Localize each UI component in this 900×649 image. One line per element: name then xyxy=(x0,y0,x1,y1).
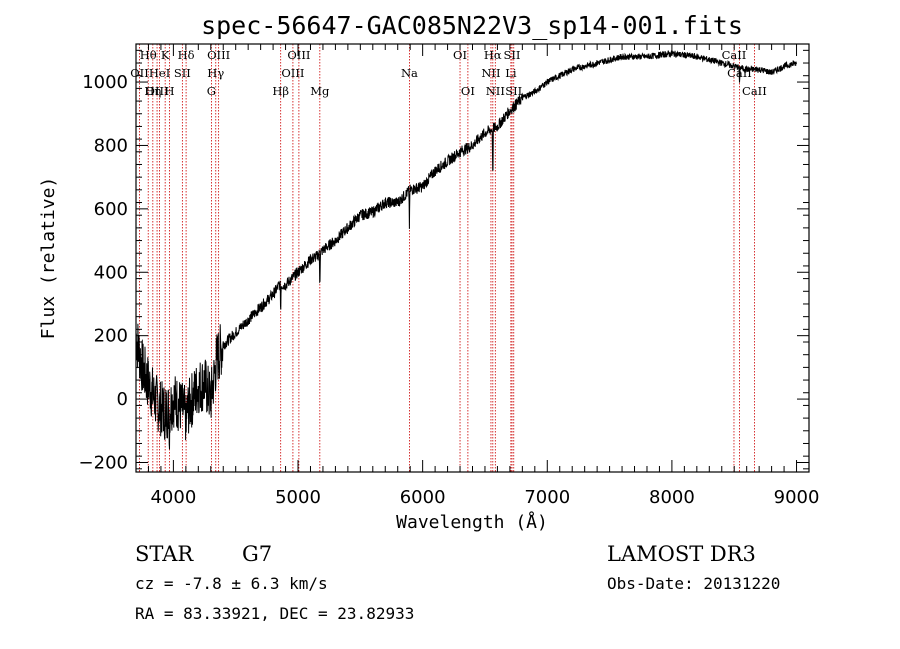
spectral-line-label: Hγ xyxy=(207,66,224,80)
y-tick-label: 0 xyxy=(117,389,128,410)
spectral-line-label: H xyxy=(165,84,175,98)
y-axis-ticks: −200 0 200 400 600 800 1000 xyxy=(79,49,809,473)
y-tick-label: 200 xyxy=(94,326,128,347)
spectral-line-label: Hθ xyxy=(140,48,157,62)
spectral-line-label: HeI xyxy=(149,66,170,80)
spectral-line-label: Li xyxy=(505,66,517,80)
spectral-line-label: Hβ xyxy=(272,84,289,98)
object-type: STAR xyxy=(135,542,194,566)
spectral-line-label: OIII xyxy=(207,48,230,62)
spectral-line-label: OII xyxy=(130,66,149,80)
x-axis-ticks: 4000 5000 6000 7000 8000 9000 xyxy=(135,44,820,508)
spectral-line-label: G xyxy=(207,84,216,98)
y-tick-label: 800 xyxy=(94,135,128,156)
x-tick-label: 9000 xyxy=(774,487,820,508)
spectral-line-label: NII xyxy=(486,84,505,98)
x-tick-label: 4000 xyxy=(150,487,196,508)
chart-title: spec-56647-GAC085N22V3_sp14-001.fits xyxy=(201,11,743,40)
spectral-line-label: OIII xyxy=(146,84,169,98)
spectral-line-label: Hη xyxy=(144,84,161,98)
spectral-line-label: Hδ xyxy=(178,48,195,62)
x-tick-label: 8000 xyxy=(649,487,695,508)
y-tick-label: 400 xyxy=(94,262,128,283)
object-subclass: G7 xyxy=(242,542,272,566)
spectral-line-label: SII xyxy=(504,48,521,62)
y-axis-label: Flux (relative) xyxy=(38,177,59,340)
survey-name: LAMOST DR3 xyxy=(607,542,756,566)
spectrum-series xyxy=(135,49,797,450)
x-tick-label: 7000 xyxy=(524,487,570,508)
spectral-line-label: Hα xyxy=(484,48,502,62)
spectral-line-label: K xyxy=(161,48,170,62)
spectral-line-label: NII xyxy=(481,66,500,80)
spectral-line-label: Mg xyxy=(310,84,330,98)
plot-frame xyxy=(135,43,810,473)
spectral-line-label: OI xyxy=(453,48,467,62)
observation-date: Obs-Date: 20131220 xyxy=(607,574,780,593)
spectral-line-label: SII xyxy=(505,84,522,98)
spectral-line-label: OI xyxy=(461,84,475,98)
x-axis-label: Wavelength (Å) xyxy=(396,511,548,533)
spectral-line-label: OIII xyxy=(281,66,304,80)
spectral-line-label: SII xyxy=(174,66,191,80)
coordinates-readout: RA = 83.33921, DEC = 23.82933 xyxy=(135,604,414,623)
x-tick-label: 5000 xyxy=(275,487,321,508)
spectral-line-labels: Hθ OII OIII HeI Hη K SII H Hδ OIII Hγ G Hβ OIII OIII Mg… xyxy=(130,48,767,98)
y-tick-label: 600 xyxy=(94,199,128,220)
y-tick-label: −200 xyxy=(79,452,128,473)
x-tick-label: 6000 xyxy=(400,487,446,508)
y-tick-label: 1000 xyxy=(82,72,128,93)
spectral-line-label: CaII xyxy=(742,84,767,98)
spectral-line-label: Na xyxy=(401,66,418,80)
redshift-readout: cz = -7.8 ± 6.3 km/s xyxy=(135,574,328,593)
spectral-line-label: CaII xyxy=(722,48,747,62)
spectral-line-label: OIII xyxy=(287,48,310,62)
spectral-line-markers xyxy=(139,44,755,472)
